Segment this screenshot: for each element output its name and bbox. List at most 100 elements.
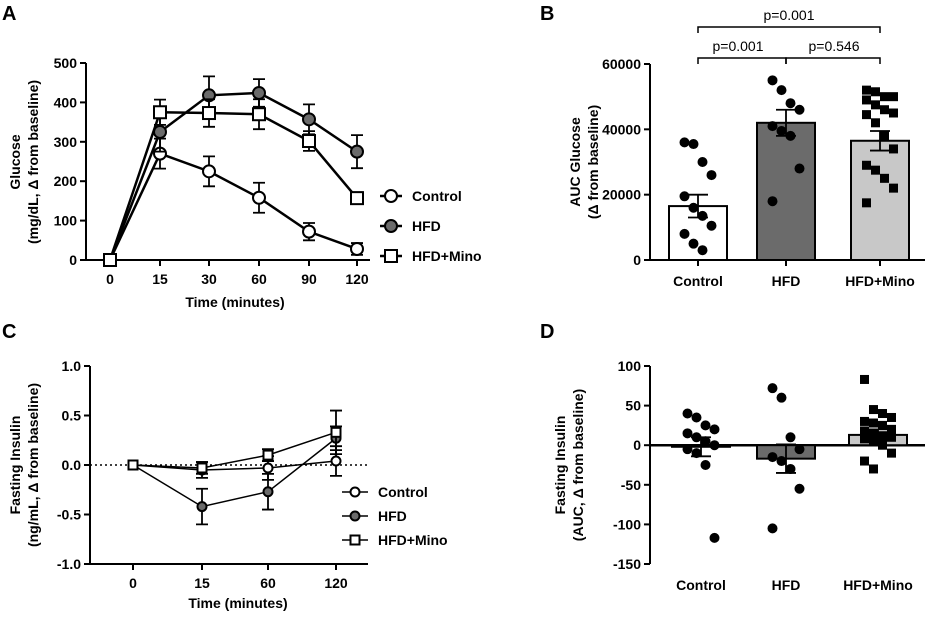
- panel-d-y-tick-label: 0: [633, 437, 641, 453]
- panel-a-point-hfd-mino: [103, 253, 117, 267]
- legend-a-hfd: HFD: [412, 218, 441, 234]
- panel-d-point-hfd: [794, 483, 805, 494]
- panel-b-point-hfd: [776, 85, 787, 96]
- panel-d-x-tick-label: HFD: [772, 577, 801, 593]
- panel-a-line-control: [108, 152, 358, 261]
- panel-d-point-hfd-mino: [860, 434, 869, 444]
- panel-d-point-hfd-mino: [869, 405, 878, 415]
- panel-a-x-tick-label: 15: [152, 271, 168, 287]
- sig-control-vs-hfd-mino: p=0.001: [764, 7, 815, 23]
- panel-c-x-label: Time (minutes): [188, 595, 287, 611]
- panel-c-point-control: [330, 455, 342, 467]
- panel-b-point-control: [697, 210, 708, 221]
- panel-c-point-hfd: [196, 501, 208, 513]
- panel-c-point-hfd-mino: [127, 459, 139, 471]
- panel-b-point-control: [697, 245, 708, 256]
- panel-b-point-hfd-mino: [889, 108, 898, 118]
- panel-b-point-hfd: [776, 125, 787, 136]
- panel-d-point-control: [691, 448, 702, 459]
- panel-d-point-control: [709, 424, 720, 435]
- panel-d-point-hfd-mino: [887, 448, 896, 458]
- panel-a-point-control: [302, 224, 316, 239]
- legend-a-marker-hfd: [384, 219, 398, 233]
- legend-c-control: Control: [378, 484, 428, 500]
- panel-d-point-control: [700, 420, 711, 431]
- panel-a-x-label: Time (minutes): [185, 294, 284, 310]
- panel-b-point-hfd: [785, 98, 796, 109]
- panel-d-point-hfd: [776, 456, 787, 467]
- panel-d-point-hfd-mino: [878, 431, 887, 441]
- panel-d-point-hfd-mino: [860, 374, 869, 384]
- panel-c-point-control: [262, 462, 274, 474]
- legend-a-marker-control: [384, 189, 398, 203]
- panel-b-point-hfd-mino: [871, 100, 880, 110]
- panel-c-point-hfd: [262, 486, 274, 498]
- panel-d-point-hfd-mino: [887, 412, 896, 422]
- panel-d-y-label-2: (AUC, Δ from baseline): [570, 389, 586, 541]
- panel-c-y-tick-label: 0.0: [62, 457, 82, 473]
- legend-a-hfd-mino: HFD+Mino: [412, 248, 482, 264]
- panel-c-point-hfd-mino: [196, 462, 208, 474]
- panel-label-d: D: [540, 321, 554, 343]
- panel-b-point-control: [688, 238, 699, 249]
- panel-d-point-control: [691, 432, 702, 443]
- panel-b-point-hfd-mino: [880, 173, 889, 183]
- sig-hfd-vs-hfd-mino: p=0.546: [809, 38, 860, 54]
- panel-b-point-hfd-mino: [880, 105, 889, 115]
- panel-b-x-tick-label: HFD+Mino: [845, 273, 915, 289]
- panel-b-y-tick-label: 40000: [602, 121, 641, 137]
- panel-d-y-label-1: Fasting Insulin: [552, 416, 568, 515]
- panel-b-bars: [668, 75, 910, 262]
- panel-b-point-control: [679, 137, 690, 148]
- panel-c-series: [127, 409, 342, 526]
- panel-c-y-tick-label: -0.5: [57, 507, 81, 523]
- panel-a-y-tick-label: 100: [54, 213, 78, 229]
- panel-a-axes: 0 100 200 300 400 500 0 15 30 60 90 120: [54, 55, 370, 287]
- panel-b-bar-hfd: [756, 121, 816, 261]
- panel-d-point-control: [700, 436, 711, 447]
- panel-c-y-tick-label: 0.5: [62, 408, 82, 424]
- panel-d-insulin-auc-bar-chart: -150 -100 -50 0 50 100 Control HFD HFD+Mino Fast…: [552, 358, 925, 593]
- panel-b-y-label-2: (Δ from baseline): [585, 105, 601, 219]
- panel-b-point-control: [706, 170, 717, 181]
- panel-b-bar-hfd-mino: [850, 139, 910, 261]
- panel-d-point-control: [691, 412, 702, 423]
- bracket-control-vs-hfd-mino: [697, 26, 881, 33]
- panel-b-x-tick-label: HFD: [772, 273, 801, 289]
- panel-c-point-hfd-mino: [330, 426, 342, 438]
- panel-b-point-hfd: [767, 196, 778, 207]
- panel-d-axes: -150 -100 -50 0 50 100 Control HFD HFD+Mino: [613, 358, 925, 593]
- panel-a-legend: Control HFD HFD+Mino: [380, 188, 482, 264]
- panel-b-point-hfd: [785, 130, 796, 141]
- panel-b-point-control: [688, 139, 699, 150]
- panel-c-x-tick-label: 0: [129, 575, 137, 591]
- panel-c-y-label-1: Fasting Insulin: [7, 416, 23, 515]
- bracket-hfd-vs-hfd-mino: [785, 57, 881, 64]
- panel-c-legend: Control HFD HFD+Mino: [342, 484, 448, 548]
- panel-a-y-tick-label: 400: [54, 94, 78, 110]
- panel-label-a: A: [2, 3, 16, 25]
- panel-d-point-hfd-mino: [869, 436, 878, 446]
- panel-a-y-tick-label: 200: [54, 173, 78, 189]
- panel-b-y-label-1: AUC Glucose: [567, 117, 583, 207]
- panel-a-y-tick-label: 0: [69, 252, 77, 268]
- panel-c-y-label-2: (ng/mL, Δ from baseline): [25, 383, 41, 547]
- panel-a-x-tick-label: 30: [201, 271, 217, 287]
- panel-b-point-hfd-mino: [880, 131, 889, 141]
- panel-c-x-tick-label: 120: [324, 575, 348, 591]
- panel-a-x-tick-label: 120: [345, 271, 369, 287]
- panel-d-point-control: [682, 428, 693, 439]
- panel-a-x-tick-label: 0: [106, 271, 114, 287]
- panel-d-x-tick-label: Control: [676, 577, 726, 593]
- panel-b-y-tick-label: 60000: [602, 56, 641, 72]
- panel-d-x-tick-label: HFD+Mino: [843, 577, 913, 593]
- panel-c-x-tick-label: 15: [194, 575, 210, 591]
- legend-c-hfd: HFD: [378, 508, 407, 524]
- panel-d-point-hfd-mino: [860, 426, 869, 436]
- panel-d-point-control: [700, 460, 711, 470]
- panel-b-point-hfd-mino: [889, 144, 898, 154]
- panel-d-point-hfd: [767, 383, 778, 394]
- panel-d-y-tick-label: 100: [618, 358, 642, 374]
- panel-d-y-tick-label: -150: [613, 556, 641, 572]
